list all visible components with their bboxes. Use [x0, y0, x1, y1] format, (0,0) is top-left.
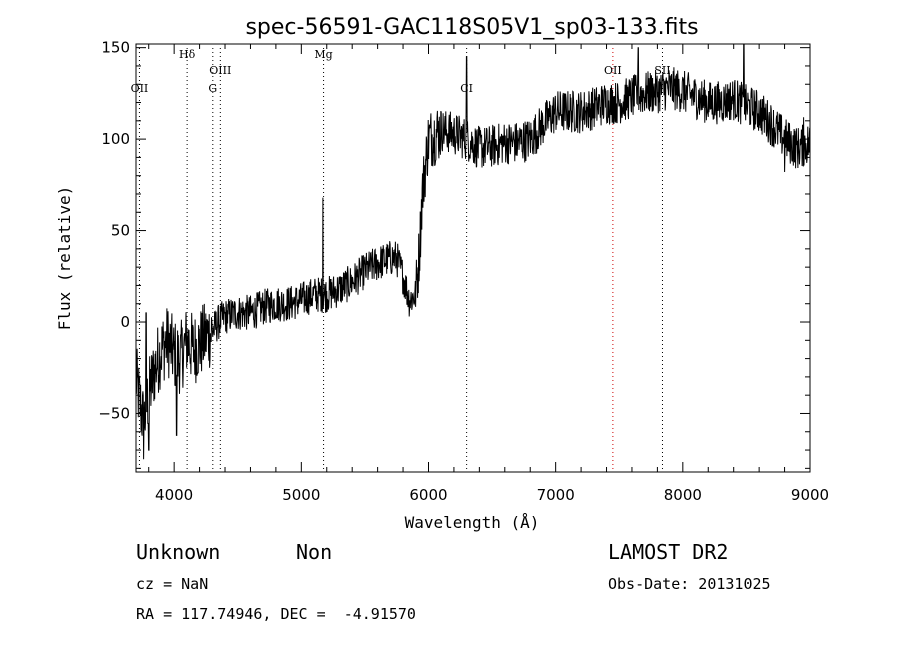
emission-line-label: Hδ	[179, 48, 196, 61]
x-tick-label: 5000	[282, 486, 320, 504]
redshift-cz: cz = NaN	[136, 575, 209, 593]
x-tick-label: 4000	[155, 486, 193, 504]
chart-title: spec-56591-GAC118S05V1_sp03-133.fits	[245, 15, 698, 40]
emission-line-label: OII	[604, 64, 622, 77]
survey-name: LAMOST DR2	[608, 540, 729, 564]
object-subclass: Non	[296, 540, 333, 564]
sky-coordinates: RA = 117.74946, DEC = -4.91570	[136, 605, 416, 623]
flux-line	[135, 43, 811, 460]
plot-frame	[135, 43, 811, 473]
x-tick-label: 6000	[409, 486, 447, 504]
y-tick-label: −50	[98, 404, 130, 422]
y-tick-label: 50	[111, 222, 130, 240]
emission-line-label: G	[208, 82, 217, 95]
observation-date: Obs-Date: 20131025	[608, 575, 771, 593]
x-axis-label: Wavelength (Å)	[405, 513, 540, 532]
object-class: Unknown	[136, 540, 221, 564]
x-tick-label: 9000	[791, 486, 829, 504]
emission-line-label: SII	[654, 64, 670, 77]
axis-ticks: 4000 5000 6000 7000 8000 9000 −50 0 50 100 150	[98, 39, 829, 504]
emission-line-label: OII	[131, 82, 149, 95]
emission-line-label: OIII	[209, 64, 231, 77]
emission-line-label: Mg	[314, 48, 332, 61]
y-tick-label: 0	[120, 313, 130, 331]
spectrum-series	[135, 43, 811, 460]
y-axis-label: Flux (relative)	[55, 186, 74, 331]
x-tick-label: 7000	[537, 486, 575, 504]
y-tick-label: 150	[101, 39, 130, 57]
x-tick-label: 8000	[664, 486, 702, 504]
y-tick-label: 100	[101, 130, 130, 148]
